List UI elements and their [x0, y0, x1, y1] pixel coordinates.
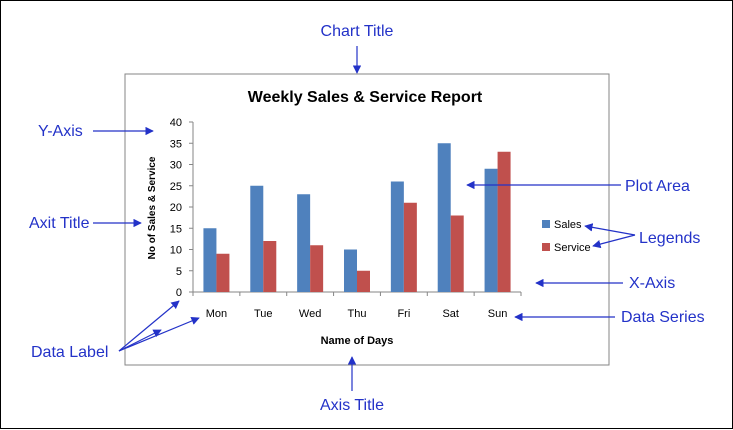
plot-area: 0 5 10 15 20 25 30 35 40 Mon Tue Wed Thu Fri Sat Sun — [170, 117, 522, 320]
bar-service-sun — [497, 151, 511, 292]
y-axis-title: No of Sales & Service — [147, 156, 158, 259]
y-tick-label: 15 — [170, 223, 182, 235]
bar-service-wed — [310, 245, 324, 292]
y-tick-label: 40 — [170, 117, 182, 129]
annotation-y-axis: Y-Axis — [38, 123, 83, 140]
bar-sales-thu — [344, 249, 357, 292]
bar-sales-wed — [297, 194, 311, 292]
annotation-data-label: Data Label — [31, 344, 108, 361]
arrow-data-label-2 — [118, 300, 180, 352]
x-tick-label: Wed — [299, 308, 321, 320]
y-tick-label: 10 — [170, 245, 182, 257]
y-tick-label: 35 — [170, 138, 182, 150]
bar-service-fri — [403, 202, 417, 292]
annotation-legends: Legends — [639, 230, 700, 247]
bar-sales-mon — [203, 228, 217, 292]
chart-title: Weekly Sales & Service Report — [248, 89, 483, 106]
bar-sales-sat — [437, 143, 451, 292]
legend-swatch-sales — [542, 220, 550, 228]
annotation-axis-title-left: Axit Title — [29, 215, 90, 232]
bar-service-mon — [216, 253, 230, 292]
x-tick-label: Thu — [348, 308, 367, 320]
bar-sales-tue — [250, 185, 264, 292]
bar-sales-sun — [484, 168, 498, 292]
bar-service-sat — [450, 215, 464, 292]
annotation-data-series: Data Series — [621, 309, 705, 326]
legend-label-sales: Sales — [554, 219, 582, 231]
y-tick-label: 20 — [170, 202, 182, 214]
bar-sales-fri — [390, 181, 404, 292]
arrow-legends-2 — [592, 234, 636, 249]
bar-service-thu — [357, 270, 370, 292]
x-tick-label: Sun — [488, 308, 508, 320]
arrow-data-label-3 — [118, 317, 200, 352]
x-tick-label: Mon — [206, 308, 227, 320]
arrow-legends-1 — [584, 223, 636, 236]
annotation-plot-area: Plot Area — [625, 178, 690, 195]
y-tick-label: 0 — [176, 287, 182, 299]
annotation-axis-title-bottom: Axis Title — [320, 397, 384, 414]
y-tick-label: 25 — [170, 181, 182, 193]
bar-service-tue — [263, 241, 277, 292]
annotation-x-axis: X-Axis — [629, 275, 675, 292]
chart-area — [124, 73, 610, 366]
y-tick-label: 5 — [176, 266, 182, 278]
legend: Sales Service — [542, 219, 591, 254]
x-tick-label: Tue — [254, 308, 273, 320]
x-tick-label: Fri — [397, 308, 410, 320]
x-axis-title: Name of Days — [321, 335, 394, 347]
legend-label-service: Service — [554, 242, 591, 254]
y-tick-label: 30 — [170, 160, 182, 172]
annotation-chart-title: Chart Title — [321, 23, 394, 40]
x-tick-label: Sat — [442, 308, 459, 320]
legend-swatch-service — [542, 243, 550, 251]
